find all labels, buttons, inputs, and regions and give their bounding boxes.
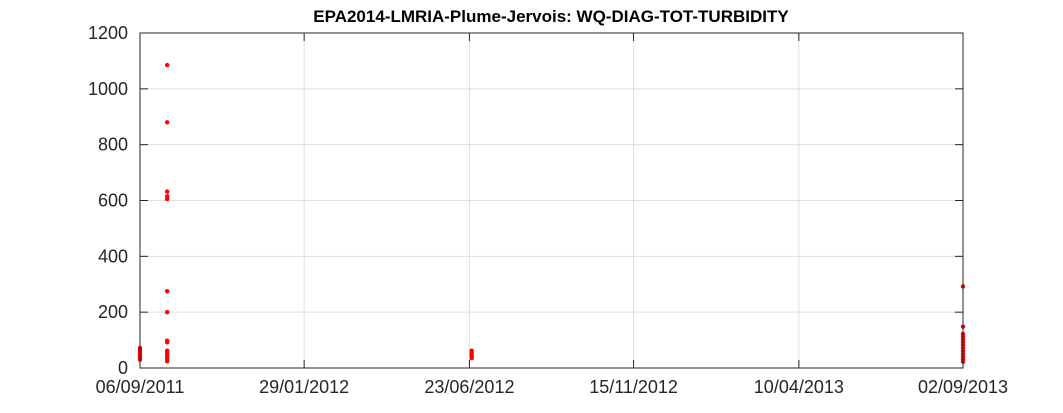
data-point bbox=[164, 359, 170, 364]
data-points bbox=[137, 62, 966, 365]
x-tick-label: 10/04/2013 bbox=[754, 377, 844, 397]
x-tick-label: 29/01/2012 bbox=[259, 377, 349, 397]
tick-labels: 06/09/2011 29/01/2012 23/06/2012 15/11/2012… bbox=[88, 23, 1008, 397]
x-tick-label: 06/09/2011 bbox=[96, 377, 185, 397]
data-point bbox=[164, 289, 170, 294]
y-tick-label: 1200 bbox=[88, 23, 128, 43]
data-point bbox=[164, 189, 170, 194]
y-tick-label: 600 bbox=[98, 191, 128, 211]
x-tick-label: 23/06/2012 bbox=[424, 377, 514, 397]
axis-ticks bbox=[139, 32, 964, 369]
y-tick-label: 1000 bbox=[88, 79, 128, 99]
x-tick-label: 15/11/2012 bbox=[589, 377, 678, 397]
data-point bbox=[164, 309, 170, 315]
data-point bbox=[164, 196, 170, 202]
chart-title: EPA2014-LMRIA-Plume-Jervois: WQ-DIAG-TOT… bbox=[313, 7, 789, 26]
data-point bbox=[469, 348, 474, 353]
y-tick-label: 0 bbox=[118, 358, 128, 378]
data-point bbox=[164, 120, 170, 125]
y-tick-label: 800 bbox=[98, 135, 128, 155]
y-tick-label: 200 bbox=[98, 302, 128, 322]
data-point bbox=[164, 62, 170, 68]
data-point bbox=[164, 340, 170, 345]
y-tick-label: 400 bbox=[98, 246, 128, 266]
x-tick-label: 02/09/2013 bbox=[918, 377, 1008, 397]
